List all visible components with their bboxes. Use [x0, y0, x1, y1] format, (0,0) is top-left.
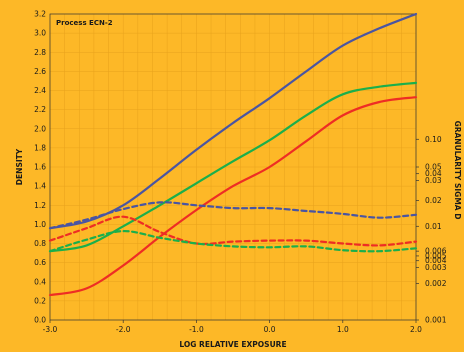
- y-tick-label: 2.0: [34, 124, 46, 133]
- y-tick-label: 3.0: [34, 29, 46, 38]
- x-tick-label: -3.0: [43, 325, 58, 334]
- granularity-curve-5: [48, 229, 418, 253]
- y2-tick-label: 0.10: [425, 135, 442, 144]
- granularity-curve-3: [48, 201, 418, 230]
- y2-tick-label: 0.02: [425, 196, 442, 205]
- y-tick-label: 0.8: [34, 239, 46, 248]
- x-tick-label: 0.0: [264, 325, 276, 334]
- y-tick-label: 1.0: [34, 220, 46, 229]
- y2-axis-title: GRANULARITY SIGMA D: [453, 121, 462, 220]
- y-tick-label: 0.6: [34, 258, 46, 267]
- x-axis-ticks: -3.0 -2.0 -1.0 0.0 1.0 2.0: [43, 320, 422, 334]
- annotation: Process ECN-2: [56, 19, 113, 27]
- y-tick-label: 1.8: [34, 143, 46, 152]
- y2-tick-label: 0.001: [425, 316, 447, 325]
- grid: [49, 13, 417, 321]
- x-tick-label: -2.0: [116, 325, 131, 334]
- series-layer: [48, 12, 418, 297]
- y2-tick-label: 0.05: [425, 163, 442, 172]
- y-tick-label: 2.8: [34, 48, 46, 57]
- y2-tick-label: 0.003: [425, 263, 447, 272]
- y-tick-label: 0.4: [34, 277, 46, 286]
- y-tick-label: 1.4: [34, 182, 46, 191]
- y2-tick-label: 0.006: [425, 247, 447, 256]
- x-tick-label: 2.0: [410, 325, 422, 334]
- y2-tick-label: 0.004: [425, 256, 447, 265]
- y2-tick-label: 0.01: [425, 222, 442, 231]
- y-tick-label: 0.2: [34, 296, 46, 305]
- y2-axis-ticks: 0.100.050.040.030.020.010.0060.0050.0040…: [416, 135, 447, 325]
- y-tick-label: 2.2: [34, 105, 46, 114]
- y-tick-label: 0.0: [34, 316, 46, 325]
- x-axis-title: LOG RELATIVE EXPOSURE: [179, 340, 286, 349]
- y-tick-label: 2.6: [34, 67, 46, 76]
- y-tick-label: 2.4: [34, 86, 46, 95]
- y2-tick-label: 0.005: [425, 251, 447, 260]
- y-axis-title: DENSITY: [15, 148, 24, 185]
- y2-tick-label: 0.04: [425, 169, 442, 178]
- density-curve-0: [48, 12, 418, 230]
- x-tick-label: -1.0: [189, 325, 204, 334]
- y2-tick-label: 0.03: [425, 176, 442, 185]
- x-tick-label: 1.0: [337, 325, 349, 334]
- y-tick-label: 1.2: [34, 201, 46, 210]
- y2-tick-label: 0.002: [425, 279, 447, 288]
- y-tick-label: 3.2: [34, 10, 46, 19]
- density-curve-2: [48, 96, 418, 297]
- y-axis-ticks: 0.0 0.2 0.4 0.6 0.8 1.0 1.2 1.4 1.6 1.8 2.0 2.2 2.4 2…: [34, 10, 46, 325]
- y-tick-label: 1.6: [34, 163, 46, 172]
- granularity-curve-4: [48, 215, 418, 247]
